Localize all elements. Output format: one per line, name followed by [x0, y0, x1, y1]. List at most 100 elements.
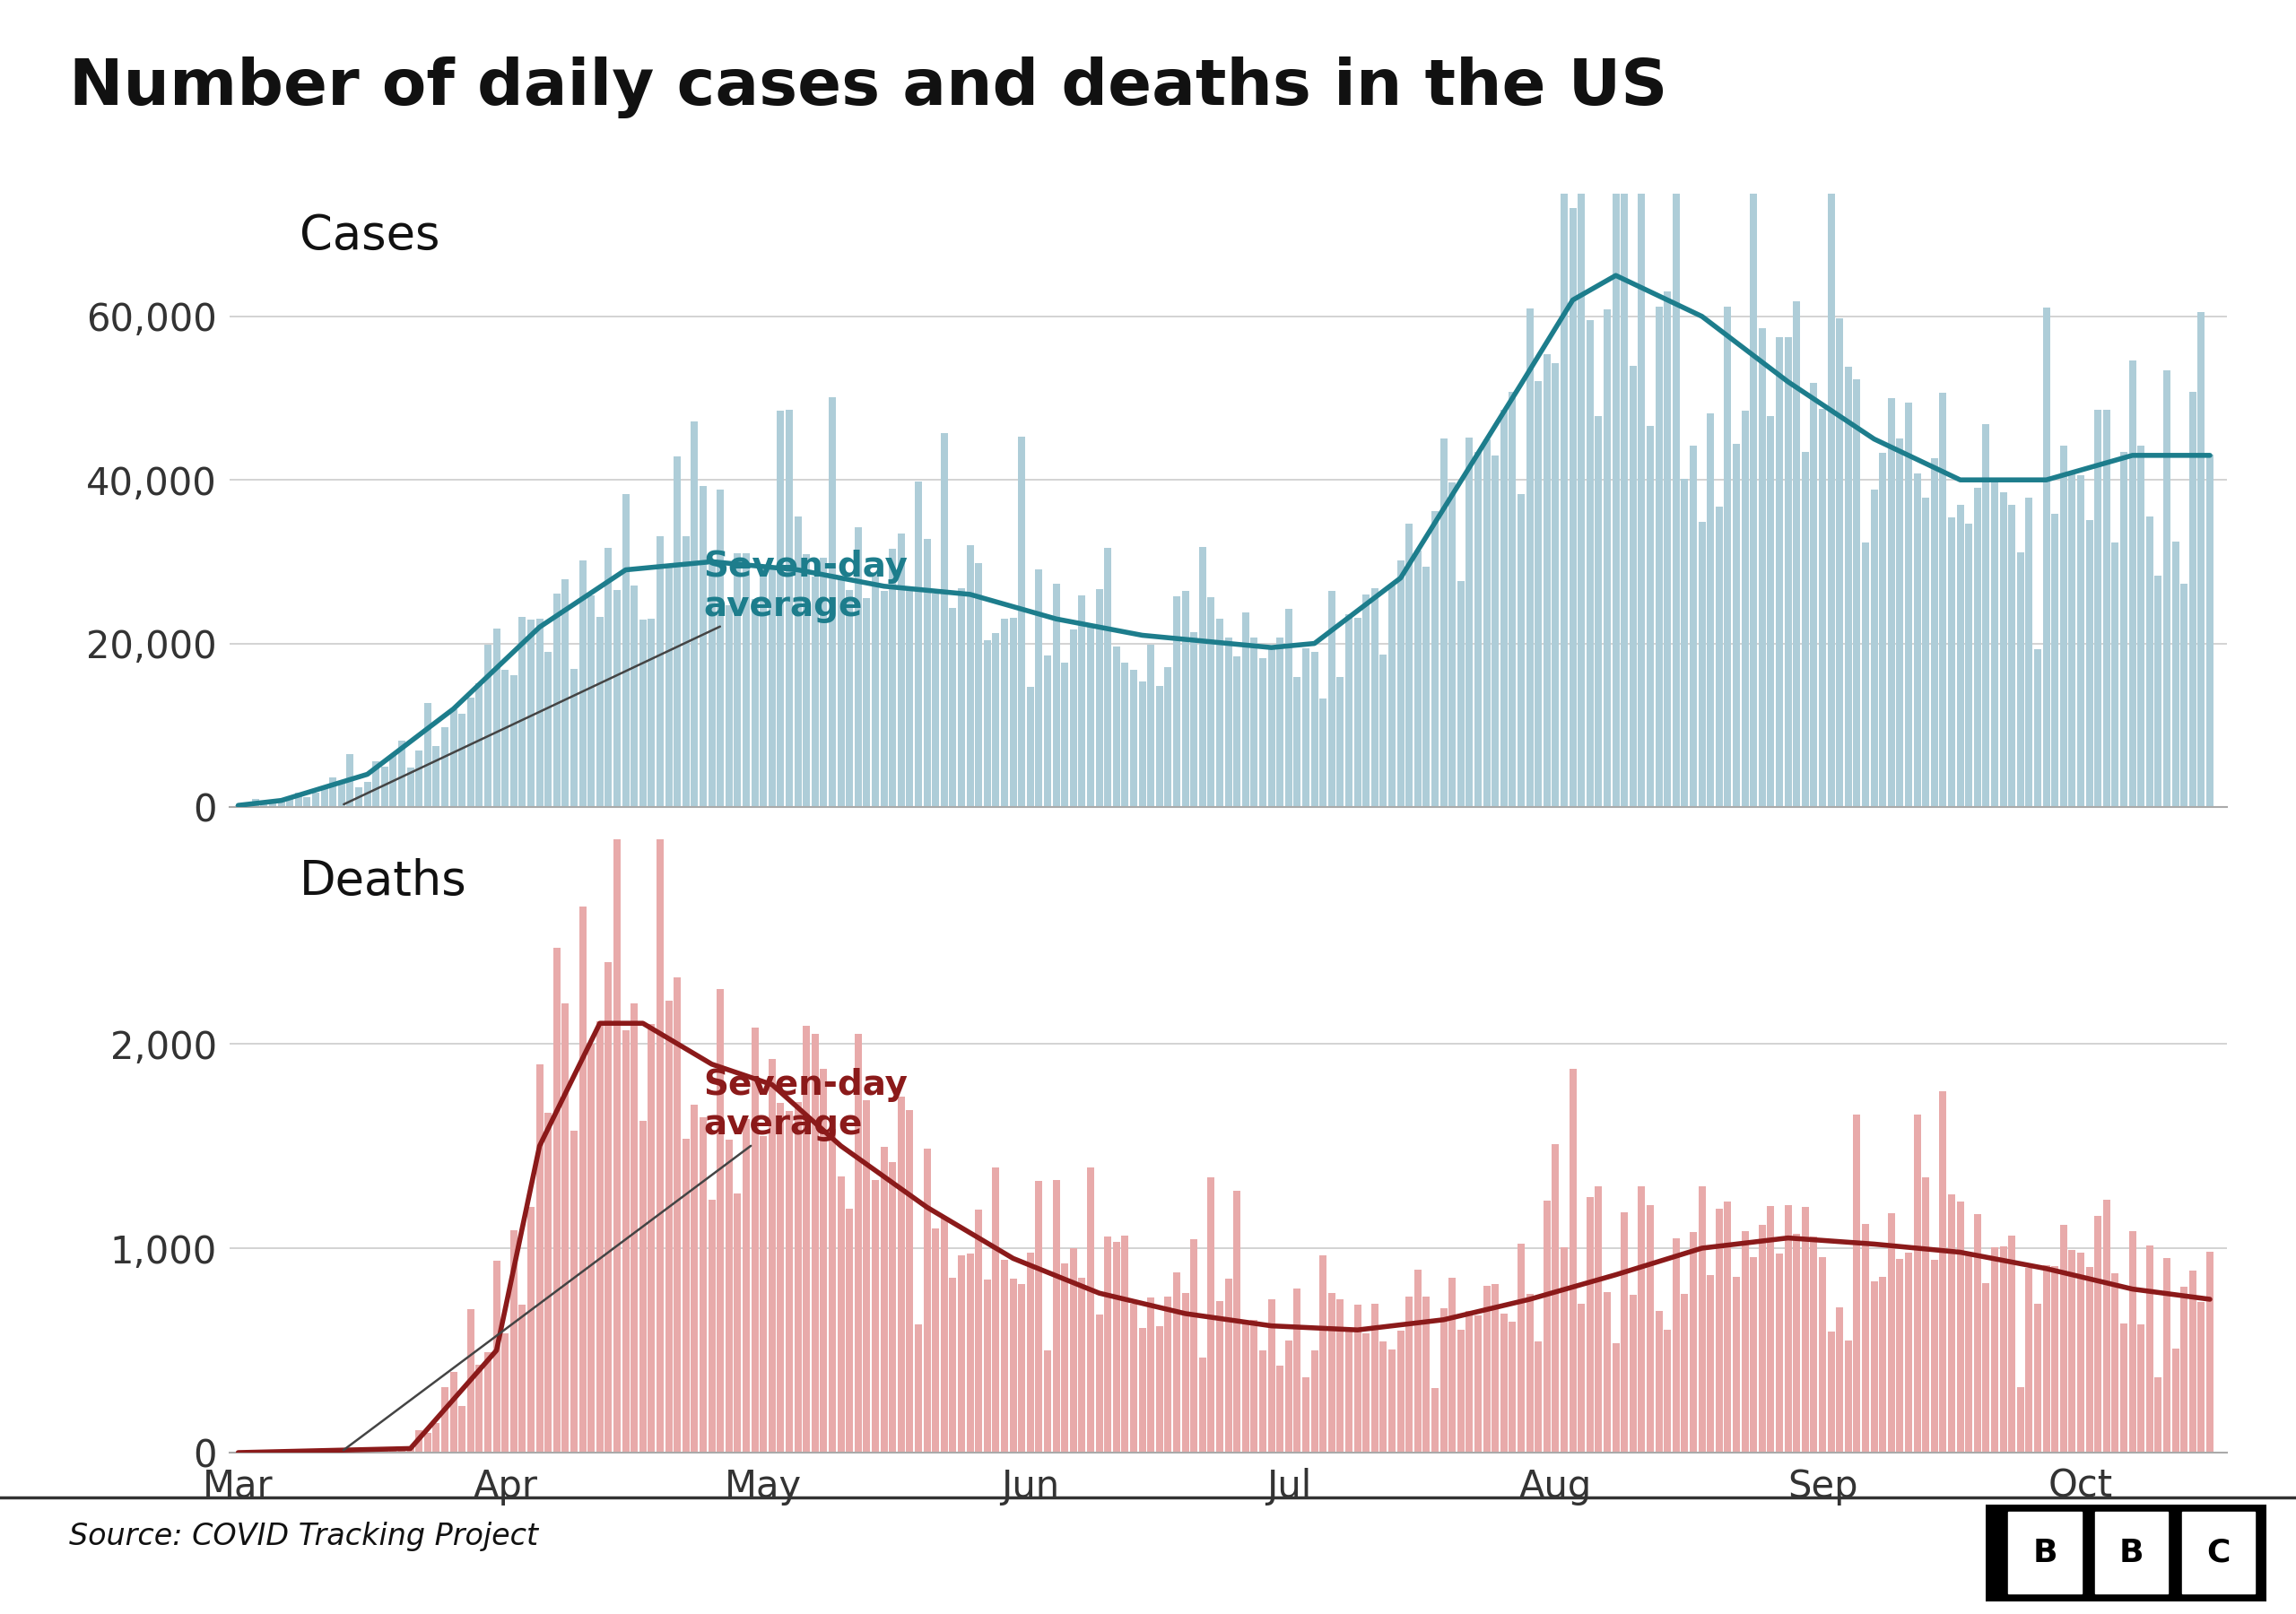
Bar — [1293, 676, 1302, 807]
Bar — [1768, 416, 1775, 807]
Bar — [1120, 1236, 1130, 1453]
Bar — [2069, 1249, 2076, 1453]
Bar — [879, 591, 889, 807]
Bar — [1242, 1322, 1249, 1453]
Bar — [742, 1119, 751, 1453]
Bar — [1405, 1298, 1412, 1453]
Bar — [707, 1199, 716, 1453]
Bar — [1637, 0, 1646, 807]
Bar — [957, 1256, 964, 1453]
Bar — [1896, 1259, 1903, 1453]
Bar — [2128, 360, 2135, 807]
Bar — [907, 1110, 914, 1453]
Bar — [2181, 1286, 2188, 1453]
Bar — [372, 760, 379, 807]
Bar — [1114, 647, 1120, 807]
Bar — [1715, 1209, 1722, 1453]
Bar — [2119, 1323, 2128, 1453]
Bar — [1251, 638, 1258, 807]
Bar — [1518, 1244, 1525, 1453]
Bar — [967, 1252, 974, 1453]
Bar — [1052, 1180, 1061, 1453]
Bar — [494, 628, 501, 807]
Bar — [2000, 492, 2007, 807]
Bar — [1837, 318, 1844, 807]
Bar — [1380, 654, 1387, 807]
Bar — [622, 494, 629, 807]
Bar — [1596, 416, 1603, 807]
Bar — [1424, 1298, 1430, 1453]
Bar — [2163, 1257, 2170, 1453]
Bar — [2034, 649, 2041, 807]
Bar — [356, 788, 363, 807]
Bar — [563, 1004, 569, 1453]
Bar — [2085, 520, 2094, 807]
Bar — [820, 558, 827, 807]
Bar — [347, 1449, 354, 1453]
Bar — [597, 617, 604, 807]
Bar — [381, 1449, 388, 1453]
Bar — [1671, 171, 1681, 807]
Bar — [845, 1209, 854, 1453]
Bar — [647, 618, 654, 807]
Bar — [1508, 1322, 1515, 1453]
Bar — [475, 1365, 482, 1453]
Bar — [1458, 581, 1465, 807]
Bar — [1733, 444, 1740, 807]
Bar — [243, 802, 250, 807]
Bar — [1327, 1293, 1336, 1453]
Bar — [475, 683, 482, 807]
Bar — [976, 1210, 983, 1453]
Bar — [854, 526, 861, 807]
Bar — [1414, 1270, 1421, 1453]
Bar — [1740, 1231, 1750, 1453]
Bar — [1527, 1294, 1534, 1453]
Bar — [1052, 584, 1061, 807]
Bar — [1492, 455, 1499, 807]
Bar — [588, 596, 595, 807]
Bar — [941, 1217, 948, 1453]
Bar — [1114, 1241, 1120, 1453]
Text: B: B — [2119, 1538, 2144, 1567]
Bar — [1534, 381, 1543, 807]
Bar — [804, 554, 810, 807]
Bar — [838, 579, 845, 807]
Bar — [321, 788, 328, 807]
Bar — [406, 1448, 413, 1453]
Bar — [1587, 1198, 1593, 1453]
Bar — [1715, 507, 1722, 807]
Bar — [1818, 1257, 1825, 1453]
Bar — [588, 1044, 595, 1453]
Bar — [2128, 1231, 2135, 1453]
Bar — [2016, 552, 2025, 807]
Bar — [1251, 1320, 1258, 1453]
Bar — [2154, 576, 2163, 807]
Bar — [785, 1110, 792, 1453]
Bar — [1878, 452, 1887, 807]
Bar — [1336, 676, 1343, 807]
Bar — [328, 778, 338, 807]
Bar — [312, 792, 319, 807]
Bar — [1104, 549, 1111, 807]
Bar — [1017, 1285, 1026, 1453]
Bar — [1646, 426, 1653, 807]
Bar — [569, 1130, 579, 1453]
Bar — [1552, 363, 1559, 807]
Bar — [948, 607, 957, 807]
Bar — [1286, 608, 1293, 807]
Bar — [907, 591, 914, 807]
Bar — [321, 1449, 328, 1453]
Bar — [1587, 320, 1593, 807]
Bar — [983, 641, 992, 807]
Bar — [2060, 1225, 2066, 1453]
Bar — [269, 801, 276, 807]
Bar — [863, 599, 870, 807]
Bar — [1148, 644, 1155, 807]
Bar — [1233, 1191, 1240, 1453]
Bar — [1784, 337, 1791, 807]
Bar — [1828, 105, 1835, 807]
Bar — [1768, 1206, 1775, 1453]
Bar — [1345, 613, 1352, 807]
Bar — [914, 481, 923, 807]
Bar — [735, 554, 742, 807]
